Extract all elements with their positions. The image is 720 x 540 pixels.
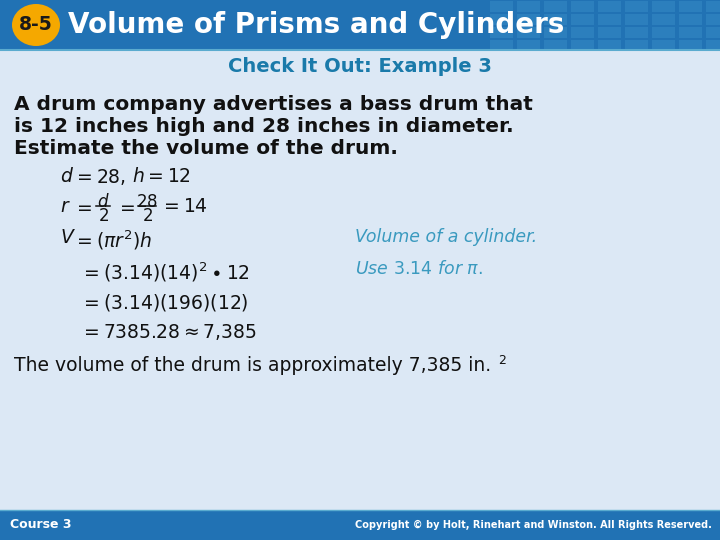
Bar bbox=[490, 1, 513, 12]
Bar bbox=[517, 14, 540, 25]
Bar bbox=[652, 27, 675, 38]
Text: Check It Out: Example 3: Check It Out: Example 3 bbox=[228, 57, 492, 77]
Text: $d$: $d$ bbox=[60, 167, 74, 186]
Bar bbox=[544, 27, 567, 38]
Text: is 12 inches high and 28 inches in diameter.: is 12 inches high and 28 inches in diame… bbox=[14, 117, 513, 136]
Bar bbox=[517, 40, 540, 51]
Text: $=$: $=$ bbox=[116, 197, 135, 216]
Text: $2$: $2$ bbox=[97, 207, 109, 225]
Bar bbox=[706, 14, 720, 25]
Text: $= (3.14)(196)(12)$: $= (3.14)(196)(12)$ bbox=[80, 292, 248, 313]
Text: $= 14$: $= 14$ bbox=[160, 197, 208, 216]
Text: $= (\pi r^2)h$: $= (\pi r^2)h$ bbox=[73, 228, 152, 252]
Text: $2$: $2$ bbox=[142, 207, 153, 225]
Text: Volume of a cylinder.: Volume of a cylinder. bbox=[355, 228, 537, 246]
Text: $= 28,$: $= 28,$ bbox=[73, 167, 126, 187]
Bar bbox=[625, 40, 648, 51]
Bar bbox=[490, 14, 513, 25]
Bar bbox=[598, 27, 621, 38]
Bar bbox=[0, 0, 720, 50]
Text: 8-5: 8-5 bbox=[19, 16, 53, 35]
Text: Course 3: Course 3 bbox=[10, 518, 71, 531]
Bar bbox=[652, 40, 675, 51]
Text: $= 7385.28 \approx 7{,}385$: $= 7385.28 \approx 7{,}385$ bbox=[80, 322, 256, 342]
Text: $= 12$: $= 12$ bbox=[144, 167, 191, 186]
Bar bbox=[598, 14, 621, 25]
Text: $h$: $h$ bbox=[132, 167, 145, 186]
Text: Estimate the volume of the drum.: Estimate the volume of the drum. bbox=[14, 139, 398, 158]
Ellipse shape bbox=[12, 4, 60, 46]
Text: $Use\ 3.14\ for\ \pi.$: $Use\ 3.14\ for\ \pi.$ bbox=[355, 260, 483, 278]
Bar bbox=[598, 40, 621, 51]
Bar bbox=[544, 1, 567, 12]
Bar bbox=[598, 1, 621, 12]
Bar bbox=[625, 1, 648, 12]
Text: $r$: $r$ bbox=[60, 197, 71, 216]
Bar bbox=[706, 40, 720, 51]
Text: Copyright © by Holt, Rinehart and Winston. All Rights Reserved.: Copyright © by Holt, Rinehart and Winsto… bbox=[355, 520, 712, 530]
Text: $V$: $V$ bbox=[60, 228, 76, 247]
Bar bbox=[571, 40, 594, 51]
Bar bbox=[490, 40, 513, 51]
Bar bbox=[571, 14, 594, 25]
Text: $d$: $d$ bbox=[96, 193, 109, 211]
Bar bbox=[679, 14, 702, 25]
Text: $28$: $28$ bbox=[136, 193, 158, 211]
Bar bbox=[706, 27, 720, 38]
Bar bbox=[679, 1, 702, 12]
Bar bbox=[517, 27, 540, 38]
Bar bbox=[652, 1, 675, 12]
Bar bbox=[679, 27, 702, 38]
Bar bbox=[679, 40, 702, 51]
Bar bbox=[625, 27, 648, 38]
Text: $= (3.14)(14)^2 \bullet 12$: $= (3.14)(14)^2 \bullet 12$ bbox=[80, 260, 250, 284]
Text: The volume of the drum is approximately 7,385 in.: The volume of the drum is approximately … bbox=[14, 356, 491, 375]
Text: A drum company advertises a bass drum that: A drum company advertises a bass drum th… bbox=[14, 95, 533, 114]
Bar bbox=[652, 14, 675, 25]
Bar bbox=[571, 27, 594, 38]
Text: 2: 2 bbox=[498, 354, 506, 367]
Bar bbox=[517, 1, 540, 12]
Bar bbox=[706, 1, 720, 12]
Bar bbox=[544, 14, 567, 25]
Bar bbox=[490, 27, 513, 38]
Bar bbox=[0, 510, 720, 540]
Bar bbox=[544, 40, 567, 51]
Bar bbox=[571, 1, 594, 12]
Bar bbox=[625, 14, 648, 25]
Text: Volume of Prisms and Cylinders: Volume of Prisms and Cylinders bbox=[68, 11, 564, 39]
Text: $=$: $=$ bbox=[73, 197, 92, 216]
